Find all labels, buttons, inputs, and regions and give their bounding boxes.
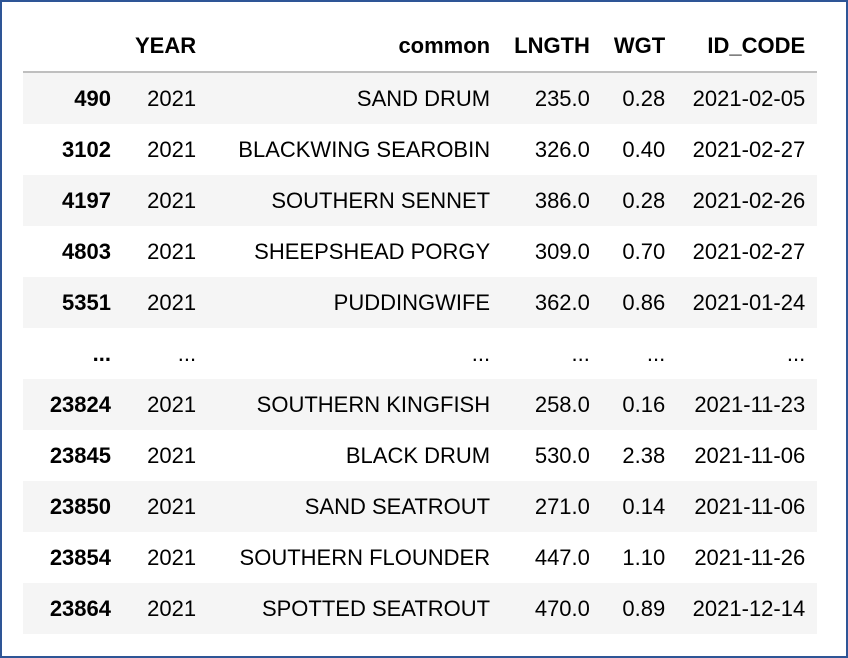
table-header: YEAR common LNGTH WGT ID_CODE (23, 20, 818, 73)
weight-cell: 2.38 (622, 442, 666, 468)
id-code-cell: 2021-11-06 (694, 493, 806, 519)
year-cell: ... (177, 340, 197, 366)
common-name-cell: BLACK DRUM (345, 442, 491, 468)
id-code-cell: 2021-11-26 (694, 544, 806, 570)
row-index-cell: 490 (74, 85, 111, 111)
table-row: 4197 2021 SOUTHERN SENNET 386.0 0.28 2021-02-… (23, 175, 818, 226)
row-index-cell: 3102 (62, 136, 111, 162)
dataframe-table: YEAR common LNGTH WGT ID_CODE 490 2021 SAN… (23, 20, 818, 634)
common-name-cell: SPOTTED SEATROUT (261, 595, 491, 621)
length-cell: 447.0 (534, 544, 590, 570)
row-index-cell: 4197 (62, 187, 111, 213)
weight-cell: 1.10 (622, 544, 666, 570)
table-body: 490 2021 SAND DRUM 235.0 0.28 2021-02-05 3102 2… (23, 72, 818, 634)
weight-cell: 0.16 (622, 391, 666, 417)
weight-cell: 0.70 (622, 238, 666, 264)
row-index-cell: ... (92, 340, 111, 366)
row-index-cell: 5351 (62, 289, 111, 315)
common-name-cell: ... (471, 340, 491, 366)
id-code-cell: 2021-02-27 (692, 136, 806, 162)
id-code-cell: 2021-11-06 (694, 442, 806, 468)
row-index-cell: 23850 (49, 493, 111, 519)
id-code-cell: 2021-02-05 (692, 85, 806, 111)
table-row: 490 2021 SAND DRUM 235.0 0.28 2021-02-05 (23, 72, 818, 124)
id-code-cell: 2021-02-27 (692, 238, 806, 264)
table-row: 23864 2021 SPOTTED SEATROUT 470.0 0.89 2021-1… (23, 583, 818, 634)
common-name-cell: SAND SEATROUT (304, 493, 491, 519)
length-cell: 530.0 (534, 442, 590, 468)
weight-cell: 0.28 (622, 85, 666, 111)
column-header-id-code: ID_CODE (677, 20, 818, 73)
weight-cell: ... (646, 340, 666, 366)
ellipsis-row: .................. (23, 328, 818, 379)
length-cell: 309.0 (534, 238, 590, 264)
table-row: 23824 2021 SOUTHERN KINGFISH 258.0 0.16 2021-… (23, 379, 818, 430)
year-cell: 2021 (147, 85, 197, 111)
weight-cell: 0.40 (622, 136, 666, 162)
weight-cell: 0.89 (622, 595, 666, 621)
common-name-cell: PUDDINGWIFE (333, 289, 491, 315)
year-cell: 2021 (147, 187, 197, 213)
table-row: 23850 2021 SAND SEATROUT 271.0 0.14 2021-11-0… (23, 481, 818, 532)
length-cell: 235.0 (534, 85, 590, 111)
header-row: YEAR common LNGTH WGT ID_CODE (23, 20, 818, 73)
length-cell: 258.0 (534, 391, 590, 417)
length-cell: 386.0 (534, 187, 590, 213)
column-header-index (23, 20, 123, 73)
year-cell: 2021 (147, 544, 197, 570)
row-index-cell: 23854 (49, 544, 111, 570)
table-row: 4803 2021 SHEEPSHEAD PORGY 309.0 0.70 2021-02… (23, 226, 818, 277)
column-header-wgt: WGT (601, 20, 678, 73)
column-header-common: common (208, 20, 503, 73)
id-code-cell: 2021-01-24 (692, 289, 806, 315)
table-row: 5351 2021 PUDDINGWIFE 362.0 0.86 2021-01-24 (23, 277, 818, 328)
common-name-cell: SOUTHERN SENNET (271, 187, 491, 213)
common-name-cell: SOUTHERN KINGFISH (256, 391, 491, 417)
year-cell: 2021 (147, 136, 197, 162)
id-code-cell: 2021-11-23 (694, 391, 806, 417)
length-cell: 271.0 (534, 493, 590, 519)
id-code-cell: ... (786, 340, 806, 366)
table-row: 23845 2021 BLACK DRUM 530.0 2.38 2021-11-06 (23, 430, 818, 481)
weight-cell: 0.28 (622, 187, 666, 213)
length-cell: 470.0 (534, 595, 590, 621)
length-cell: 326.0 (534, 136, 590, 162)
id-code-cell: 2021-12-14 (692, 595, 806, 621)
length-cell: 362.0 (534, 289, 590, 315)
common-name-cell: SOUTHERN FLOUNDER (239, 544, 491, 570)
common-name-cell: SAND DRUM (356, 85, 491, 111)
table-row: 3102 2021 BLACKWING SEAROBIN 326.0 0.40 2021-… (23, 124, 818, 175)
column-header-lngth: LNGTH (502, 20, 602, 73)
column-header-year: YEAR (123, 20, 209, 73)
row-index-cell: 23845 (49, 442, 111, 468)
id-code-cell: 2021-02-26 (692, 187, 806, 213)
row-index-cell: 23824 (49, 391, 111, 417)
table-row: 23854 2021 SOUTHERN FLOUNDER 447.0 1.10 2021-… (23, 532, 818, 583)
year-cell: 2021 (147, 289, 197, 315)
year-cell: 2021 (147, 442, 197, 468)
row-index-cell: 4803 (62, 238, 111, 264)
common-name-cell: SHEEPSHEAD PORGY (254, 238, 491, 264)
year-cell: 2021 (147, 493, 197, 519)
year-cell: 2021 (147, 391, 197, 417)
year-cell: 2021 (147, 238, 197, 264)
weight-cell: 0.86 (622, 289, 666, 315)
common-name-cell: BLACKWING SEAROBIN (238, 136, 491, 162)
weight-cell: 0.14 (622, 493, 666, 519)
length-cell: ... (571, 340, 590, 366)
row-index-cell: 23864 (49, 595, 111, 621)
year-cell: 2021 (147, 595, 197, 621)
